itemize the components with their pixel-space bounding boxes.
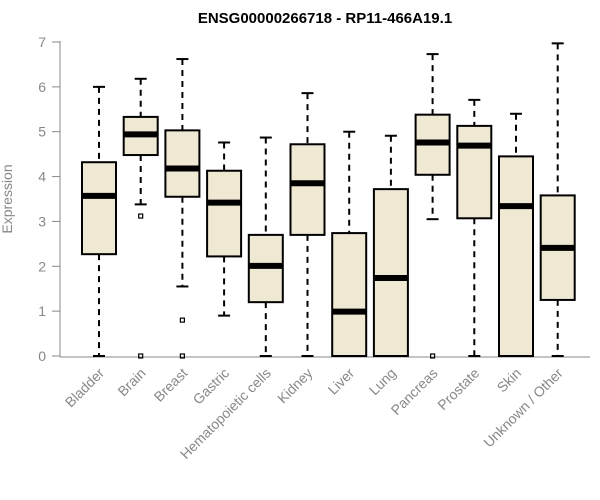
box-rect-5 [289, 143, 326, 236]
y-axis-label: Expression [0, 164, 15, 233]
x-tick-label-6: Liver [325, 365, 358, 398]
box-rect-10 [498, 155, 534, 357]
x-tick-label-0: Bladder [62, 365, 108, 411]
box-8 [414, 53, 451, 359]
box-4 [247, 136, 284, 357]
y-tick-label-4: 4 [38, 169, 46, 185]
box-6 [331, 130, 368, 357]
x-tick-label-10: Skin [494, 365, 525, 396]
box-rect-2 [164, 129, 201, 198]
box-1 [122, 77, 159, 359]
box-11 [539, 42, 576, 357]
x-tick-label-1: Brain [114, 365, 148, 399]
box-rect-7 [372, 188, 409, 357]
outlier-2-0 [179, 317, 185, 323]
x-tick-label-7: Lung [366, 365, 399, 398]
box-rect-6 [331, 232, 368, 357]
y-tick-label-1: 1 [38, 303, 46, 319]
x-tick-label-11: Unknown / Other [480, 365, 566, 451]
box-10 [498, 112, 534, 357]
box-rect-0 [81, 161, 117, 256]
y-tick-label-7: 7 [38, 34, 46, 50]
x-tick-label-9: Prostate [434, 365, 482, 413]
boxes [81, 42, 576, 359]
box-0 [81, 85, 117, 357]
box-2 [164, 58, 201, 359]
y-tick-label-3: 3 [38, 213, 46, 229]
box-7 [372, 134, 409, 357]
y-ticks: 0 1 2 3 4 5 6 7 [38, 34, 60, 364]
y-tick-label-5: 5 [38, 124, 46, 140]
y-tick-label-0: 0 [38, 348, 46, 364]
y-tick-label-2: 2 [38, 258, 46, 274]
box-rect-3 [206, 169, 243, 258]
outlier-2-1 [179, 353, 185, 359]
box-9 [456, 98, 493, 357]
x-tick-label-5: Kidney [274, 365, 316, 407]
outlier-8-0 [430, 353, 436, 359]
box-rect-9 [456, 124, 493, 220]
outlier-1-1 [138, 353, 144, 359]
x-tick-label-2: Breast [151, 365, 191, 405]
box-3 [206, 141, 243, 317]
outlier-1-0 [138, 213, 144, 219]
box-5 [289, 92, 326, 357]
chart-title: ENSG00000266718 - RP11-466A19.1 [198, 10, 452, 27]
y-tick-label-6: 6 [38, 79, 46, 95]
